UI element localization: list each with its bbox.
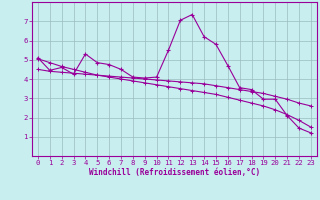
X-axis label: Windchill (Refroidissement éolien,°C): Windchill (Refroidissement éolien,°C) — [89, 168, 260, 177]
